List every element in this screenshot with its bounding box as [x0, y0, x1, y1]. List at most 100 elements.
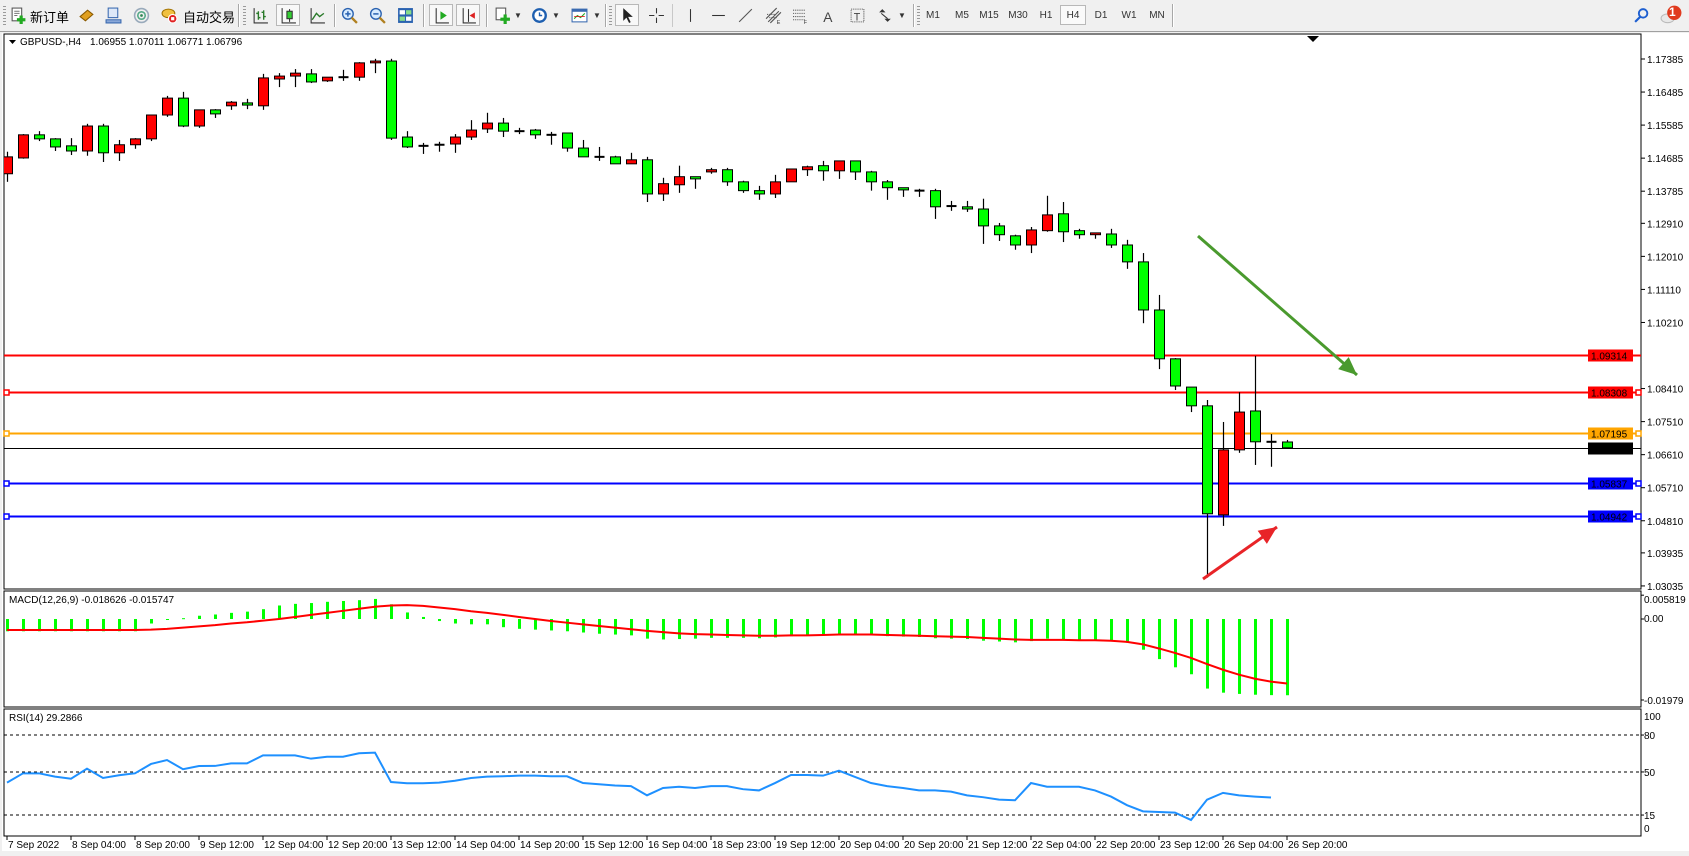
auto-scroll-button[interactable]	[429, 4, 453, 26]
signal-icon	[133, 7, 149, 23]
macd-panel[interactable]	[3, 590, 1642, 708]
macd-histogram-bar	[486, 619, 489, 625]
up-arrow-head[interactable]	[1257, 527, 1277, 544]
price-level-value: 1.05837	[1591, 480, 1628, 491]
time-axis-label: 22 Sep 04:00	[1032, 840, 1092, 851]
line-chart-button[interactable]	[305, 4, 329, 26]
price-axis-label: 1.11110	[1647, 285, 1681, 296]
notification-count-badge: 1	[1669, 5, 1676, 19]
time-axis-label: 14 Sep 20:00	[520, 840, 580, 851]
toolbar-grip[interactable]	[3, 6, 6, 25]
text-button[interactable]: A	[816, 4, 840, 26]
macd-histogram-bar	[806, 619, 809, 636]
metaeditor-button[interactable]	[74, 4, 98, 26]
bar-chart-button[interactable]	[248, 4, 272, 26]
chart-shift-button[interactable]	[456, 4, 480, 26]
toolbar-grip[interactable]	[609, 6, 612, 25]
timeframe-m30[interactable]: M30	[1008, 9, 1028, 21]
trendline-button[interactable]	[733, 4, 757, 26]
macd-histogram-bar	[134, 619, 137, 632]
periods-button[interactable]	[527, 4, 551, 26]
line-handle[interactable]	[3, 513, 10, 520]
macd-histogram-bar	[1030, 619, 1033, 642]
auto-trading-label[interactable]: 自动交易	[183, 10, 236, 25]
text-a-icon: A	[823, 8, 833, 23]
notifications-button[interactable]: 1	[1657, 4, 1685, 26]
navigator-button[interactable]	[101, 4, 125, 26]
equidistant-channel-button[interactable]: E	[761, 4, 785, 26]
new-order-icon	[11, 7, 25, 24]
indicators-dropdown-arrow[interactable]: ▼	[514, 11, 522, 20]
line-handle[interactable]	[3, 389, 10, 396]
search-button[interactable]	[1629, 4, 1653, 26]
candle-body	[834, 160, 845, 172]
candle-body	[530, 129, 541, 136]
timeframe-h1[interactable]: H1	[1039, 9, 1053, 21]
text-label-button[interactable]: T	[845, 4, 869, 26]
timeframe-d1[interactable]: D1	[1094, 9, 1108, 21]
cursor-button[interactable]	[615, 4, 639, 26]
toolbar-separator	[605, 4, 607, 27]
tile-windows-button[interactable]	[393, 4, 417, 26]
rsi-axis-80: 80	[1644, 731, 1656, 742]
periods-dropdown-arrow[interactable]: ▼	[552, 11, 560, 20]
chart-shift-marker-icon[interactable]	[1307, 36, 1319, 42]
timeframe-w1[interactable]: W1	[1121, 9, 1137, 21]
candle-body	[1058, 213, 1069, 233]
new-order-label[interactable]: 新订单	[30, 10, 70, 25]
line-handle[interactable]	[1635, 430, 1642, 437]
timeframe-m5[interactable]: M5	[955, 9, 969, 21]
macd-histogram-bar	[502, 619, 505, 628]
fibonacci-button[interactable]: F	[788, 4, 812, 26]
timeframe-h4[interactable]: H4	[1060, 5, 1086, 25]
horizontal-line-button[interactable]	[706, 4, 730, 26]
timeframe-m1[interactable]: M1	[926, 9, 940, 21]
zoom-out-button[interactable]	[365, 4, 389, 26]
zoom-in-button[interactable]	[337, 4, 361, 26]
arrows-dropdown-arrow[interactable]: ▼	[898, 11, 906, 20]
price-level-tag	[1588, 510, 1633, 523]
price-axis-label: 1.05710	[1647, 484, 1684, 495]
new-order-button[interactable]	[6, 4, 30, 26]
timeframe-m15[interactable]: M15	[979, 9, 999, 21]
candle-body	[130, 138, 141, 146]
candle-body	[930, 190, 941, 208]
chart-menu-triangle-icon[interactable]	[9, 40, 16, 44]
line-handle[interactable]	[1635, 513, 1642, 520]
templates-dropdown-arrow[interactable]: ▼	[593, 11, 601, 20]
candlestick-chart-button[interactable]	[276, 4, 300, 26]
candle-body	[1138, 261, 1149, 311]
toolbar-grip[interactable]	[917, 6, 920, 25]
line-handle[interactable]	[1635, 480, 1642, 487]
vertical-line-button[interactable]	[678, 4, 702, 26]
svg-text:E: E	[776, 20, 780, 24]
down-trend-arrow[interactable]	[1197, 234, 1358, 377]
main-chart-panel[interactable]	[3, 33, 1642, 590]
toolbar-grip[interactable]	[243, 6, 246, 25]
indicators-button[interactable]	[490, 4, 514, 26]
macd-histogram-bar	[1206, 619, 1209, 689]
candle-body	[1186, 386, 1197, 407]
line-handle[interactable]	[3, 480, 10, 487]
macd-histogram-bar	[22, 619, 25, 632]
crosshair-button[interactable]	[644, 4, 668, 26]
candle-body	[578, 147, 589, 158]
rsi-panel[interactable]	[3, 708, 1642, 837]
macd-histogram-bar	[454, 619, 457, 624]
candle-body	[658, 183, 669, 195]
macd-histogram-bar	[534, 619, 537, 630]
down-trend-arrow-head[interactable]	[1338, 357, 1357, 375]
tile-windows-icon	[397, 7, 413, 23]
auto-trading-button[interactable]	[157, 4, 181, 26]
macd-axis-zero: 0.00	[1644, 614, 1664, 625]
signals-button[interactable]	[129, 4, 153, 26]
candle-body	[354, 62, 365, 78]
line-handle[interactable]	[1635, 389, 1642, 396]
arrows-button[interactable]	[873, 4, 897, 26]
candle-body	[1122, 244, 1133, 263]
line-handle[interactable]	[3, 430, 10, 437]
macd-label: MACD(12,26,9) -0.018626 -0.015747	[9, 595, 175, 606]
timeframe-mn[interactable]: MN	[1149, 9, 1165, 21]
templates-button[interactable]	[567, 4, 591, 26]
